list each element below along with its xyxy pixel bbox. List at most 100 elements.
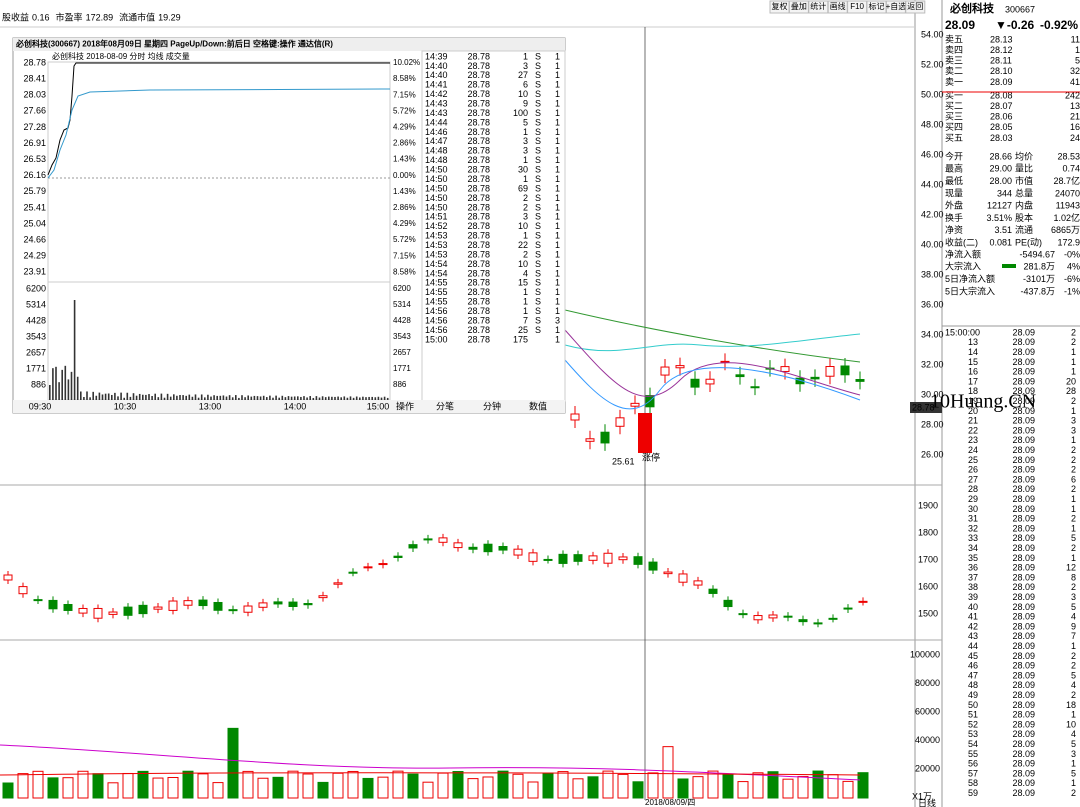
intraday-volume	[343, 396, 346, 400]
trade-volume: 5	[1071, 533, 1076, 543]
trade-price: 28.09	[1012, 670, 1035, 680]
flow-value: -437.8万	[1020, 286, 1055, 296]
current-price-tag	[910, 402, 942, 413]
intraday-volume	[129, 396, 132, 400]
book-price: 28.07	[990, 101, 1013, 111]
pct-label: 7.15%	[393, 90, 416, 99]
volume-bar	[602, 770, 614, 799]
volume-bar	[2, 782, 14, 799]
tick-time: 14:43	[425, 99, 448, 109]
tick-price: 28.78	[467, 315, 490, 325]
tick-time: 14:47	[425, 136, 448, 146]
trade-price: 28.09	[1012, 759, 1035, 769]
intraday-volume	[349, 396, 352, 400]
volume-bar	[242, 770, 254, 799]
popup-title: 必创科技(300667) 2018年08月09日 星期四 PageUp/Down…	[15, 39, 333, 49]
volume-bar	[542, 772, 554, 799]
trade-volume: 5	[1071, 768, 1076, 778]
volume-bar	[317, 781, 329, 799]
toolbar-button[interactable]	[905, 0, 926, 14]
toolbar-button-label[interactable]: 复权	[772, 1, 788, 11]
tick-count: 1	[555, 240, 560, 250]
volume-label: 6200	[393, 284, 411, 293]
book-label: 买一	[945, 90, 963, 100]
tick-count: 1	[555, 221, 560, 231]
toolbar-button-label[interactable]: +自选	[886, 1, 907, 11]
trade-time: 51	[968, 710, 978, 720]
trade-time: 39	[968, 592, 978, 602]
candle-body	[828, 617, 838, 620]
toolbar-button-label[interactable]: 返回	[907, 2, 923, 11]
tick-volume: 3	[523, 61, 528, 71]
intraday-volume	[120, 392, 122, 400]
intraday-volume	[262, 395, 265, 400]
volume-bar	[257, 777, 269, 799]
trade-volume: 1	[1071, 710, 1076, 720]
tick-side: S	[535, 193, 541, 203]
book-volume: 242	[1065, 90, 1080, 100]
tick-side: S	[535, 212, 541, 222]
trade-volume: 2	[1071, 337, 1076, 347]
candle-body	[48, 599, 58, 610]
book-price: 28.03	[990, 133, 1013, 143]
time-label: 09:30	[29, 401, 52, 411]
tick-count: 1	[555, 99, 560, 109]
toolbar-button-label[interactable]: 标记	[869, 1, 885, 11]
intraday-volume	[114, 392, 116, 400]
candle-body	[630, 402, 640, 407]
stat-label: 市值	[1015, 175, 1033, 186]
book-price: 28.11	[990, 56, 1012, 66]
intraday-volume	[89, 397, 91, 400]
trade-volume: 5	[1071, 670, 1076, 680]
intraday-volume	[253, 395, 256, 400]
intraday-volume	[380, 397, 383, 400]
tick-price: 28.78	[467, 240, 490, 250]
volume-bar	[632, 781, 644, 799]
price-label: 26.91	[23, 138, 46, 148]
volume-label: 6200	[26, 283, 46, 293]
trade-time: 41	[968, 612, 978, 622]
price-label: 28.78	[23, 57, 46, 67]
axis-label: 20000	[915, 763, 940, 773]
toolbar-button-label[interactable]: 叠加	[791, 1, 807, 11]
axis-label: 30.00	[921, 389, 944, 399]
tick-volume: 1	[523, 287, 528, 297]
trade-volume: 4	[1071, 680, 1076, 690]
tick-volume: 10	[518, 221, 528, 231]
candle-body	[528, 552, 538, 562]
trade-price: 28.09	[1012, 768, 1035, 778]
toolbar-button-label[interactable]: F10	[850, 2, 864, 11]
tick-count: 1	[555, 334, 560, 344]
intraday-volume	[169, 396, 172, 400]
toolbar-button-label[interactable]: 画线	[830, 1, 846, 11]
stat-value: 1.02亿	[1053, 212, 1080, 223]
candle-body	[798, 619, 808, 623]
trade-volume: 1	[1071, 641, 1076, 651]
trade-volume: 3	[1071, 416, 1076, 426]
intraday-volume	[309, 396, 311, 400]
intraday-volume	[259, 396, 262, 400]
tick-price: 28.78	[467, 334, 490, 344]
price-pct: -0.92%	[1040, 18, 1078, 32]
tick-volume: 25	[518, 325, 528, 335]
stat-value: 0.081	[989, 237, 1012, 247]
trade-time: 32	[968, 523, 978, 533]
intraday-volume	[86, 391, 88, 400]
trade-volume: 2	[1071, 465, 1076, 475]
candle-body	[168, 600, 178, 611]
book-volume: 24	[1070, 133, 1080, 143]
intraday-volume	[355, 396, 358, 400]
toolbar-button-label[interactable]: 统计	[810, 1, 826, 11]
book-label: 卖一	[945, 77, 963, 87]
popup-window: 必创科技(300667) 2018年08月09日 星期四 PageUp/Down…	[12, 37, 566, 414]
tick-price: 28.78	[467, 325, 490, 335]
trade-volume: 3	[1071, 749, 1076, 759]
stat-value: 3.51%	[986, 213, 1012, 223]
trade-time: 28	[968, 484, 978, 494]
tab-bar	[13, 400, 565, 413]
tab-label: 分钟	[483, 400, 501, 411]
stat-label: 外盘	[945, 200, 963, 211]
tick-price: 28.78	[467, 306, 490, 316]
candle-body	[825, 366, 835, 377]
book-volume: 32	[1070, 66, 1080, 76]
